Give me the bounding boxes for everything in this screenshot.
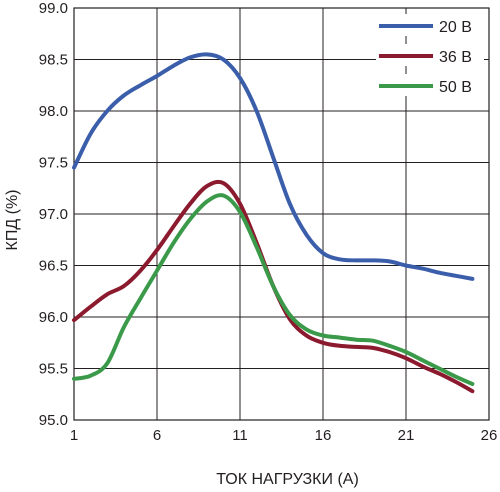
legend-label: 36 В bbox=[439, 49, 472, 66]
series-lines bbox=[72, 52, 475, 394]
y-tick-label: 97.0 bbox=[39, 206, 68, 223]
y-tick-label: 99.0 bbox=[39, 0, 68, 17]
legend-label: 20 В bbox=[439, 19, 472, 36]
x-tick-label: 6 bbox=[153, 427, 161, 444]
axis-labels: ТОК НАГРУЗКИ (А) КПД (%) bbox=[4, 190, 359, 488]
y-tick-label: 95.0 bbox=[39, 412, 68, 429]
plot-frame bbox=[73, 7, 490, 421]
y-axis-title: КПД (%) bbox=[4, 190, 21, 251]
series-line-3 bbox=[72, 193, 475, 386]
axes: 95.095.596.096.597.097.598.098.599.01 6 11… bbox=[39, 0, 498, 444]
grid bbox=[73, 7, 490, 421]
y-tick-label: 98.0 bbox=[39, 103, 68, 120]
x-tick-label: 26 bbox=[481, 427, 498, 444]
x-tick-label: 1 bbox=[70, 427, 78, 444]
y-tick-label: 97.5 bbox=[39, 155, 68, 172]
x-tick-label: 16 bbox=[315, 427, 332, 444]
x-tick-label: 21 bbox=[398, 427, 415, 444]
y-tick-label: 98.5 bbox=[39, 52, 68, 69]
y-tick-label: 96.0 bbox=[39, 309, 68, 326]
x-axis-title: ТОК НАГРУЗКИ (А) bbox=[216, 471, 359, 488]
legend: 20 В 36 В 50 В bbox=[376, 14, 484, 96]
y-tick-label: 96.5 bbox=[39, 258, 68, 275]
legend-label: 50 В bbox=[439, 79, 472, 96]
y-tick-label: 95.5 bbox=[39, 361, 68, 378]
series-line-1 bbox=[72, 52, 475, 281]
x-tick-label: 11 bbox=[232, 427, 248, 444]
